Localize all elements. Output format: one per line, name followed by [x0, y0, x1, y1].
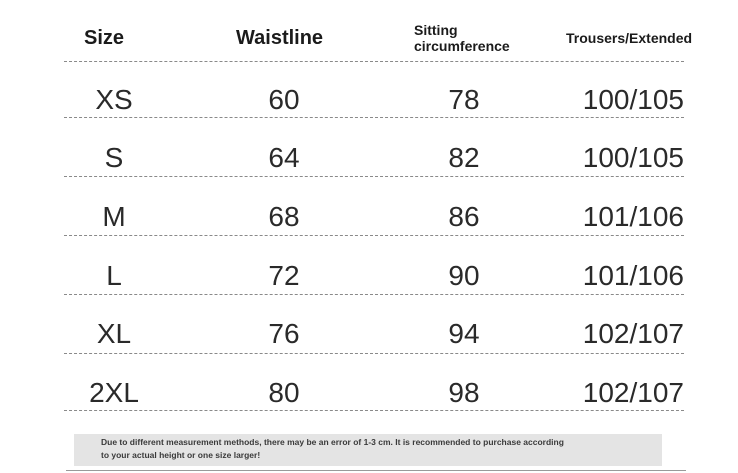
cell-waistline: 60: [268, 84, 300, 115]
cell-waistline: 68: [268, 201, 300, 232]
cell-sitting: 90: [448, 260, 480, 291]
cell-trousers: 101/106: [582, 260, 684, 291]
cell-waistline: 64: [268, 142, 300, 173]
cell-waistline: 76: [268, 318, 300, 349]
disclaimer-line1: Due to different measurement methods, th…: [101, 437, 564, 447]
header-sitting-circumference: Sitting circumference: [414, 22, 510, 54]
row-divider: [64, 235, 684, 236]
cell-waistline: 80: [268, 377, 300, 408]
table-row: XL 76 94 102/107: [0, 314, 738, 354]
table-row: M 68 86 101/106: [0, 197, 738, 237]
cell-trousers: 100/105: [582, 84, 684, 115]
cell-trousers: 100/105: [582, 142, 684, 173]
cell-trousers: 102/107: [582, 377, 684, 408]
cell-sitting: 86: [448, 201, 480, 232]
cell-size: L: [106, 260, 122, 291]
row-divider: [64, 61, 684, 62]
row-divider: [64, 410, 684, 411]
disclaimer-box: [74, 434, 662, 466]
disclaimer-line2: to your actual height or one size larger…: [101, 450, 261, 460]
bottom-divider: [66, 470, 686, 471]
cell-size: M: [102, 201, 126, 232]
cell-trousers: 101/106: [582, 201, 684, 232]
cell-waistline: 72: [268, 260, 300, 291]
row-divider: [64, 353, 684, 354]
table-row: 2XL 80 98 102/107: [0, 373, 738, 413]
table-row: L 72 90 101/106: [0, 256, 738, 296]
row-divider: [64, 176, 684, 177]
header-waistline: Waistline: [236, 27, 324, 49]
cell-sitting: 94: [448, 318, 480, 349]
cell-size: S: [104, 142, 124, 173]
header-size: Size: [84, 27, 125, 49]
table-row: S 64 82 100/105: [0, 138, 738, 178]
cell-size: XL: [96, 318, 132, 349]
row-divider: [64, 117, 684, 118]
table-row: XS 60 78 100/105: [0, 80, 738, 120]
row-divider: [64, 294, 684, 295]
cell-sitting: 98: [448, 377, 480, 408]
cell-trousers: 102/107: [582, 318, 684, 349]
header-trousers-extended: Trousers/Extended: [566, 30, 693, 46]
cell-sitting: 78: [448, 84, 480, 115]
cell-sitting: 82: [448, 142, 480, 173]
cell-size: 2XL: [89, 377, 139, 408]
cell-size: XS: [95, 84, 133, 115]
header-sitting-line2: circumference: [414, 38, 510, 54]
disclaimer-note: Due to different measurement methods, th…: [101, 436, 661, 462]
header-sitting-line1: Sitting: [414, 22, 458, 38]
